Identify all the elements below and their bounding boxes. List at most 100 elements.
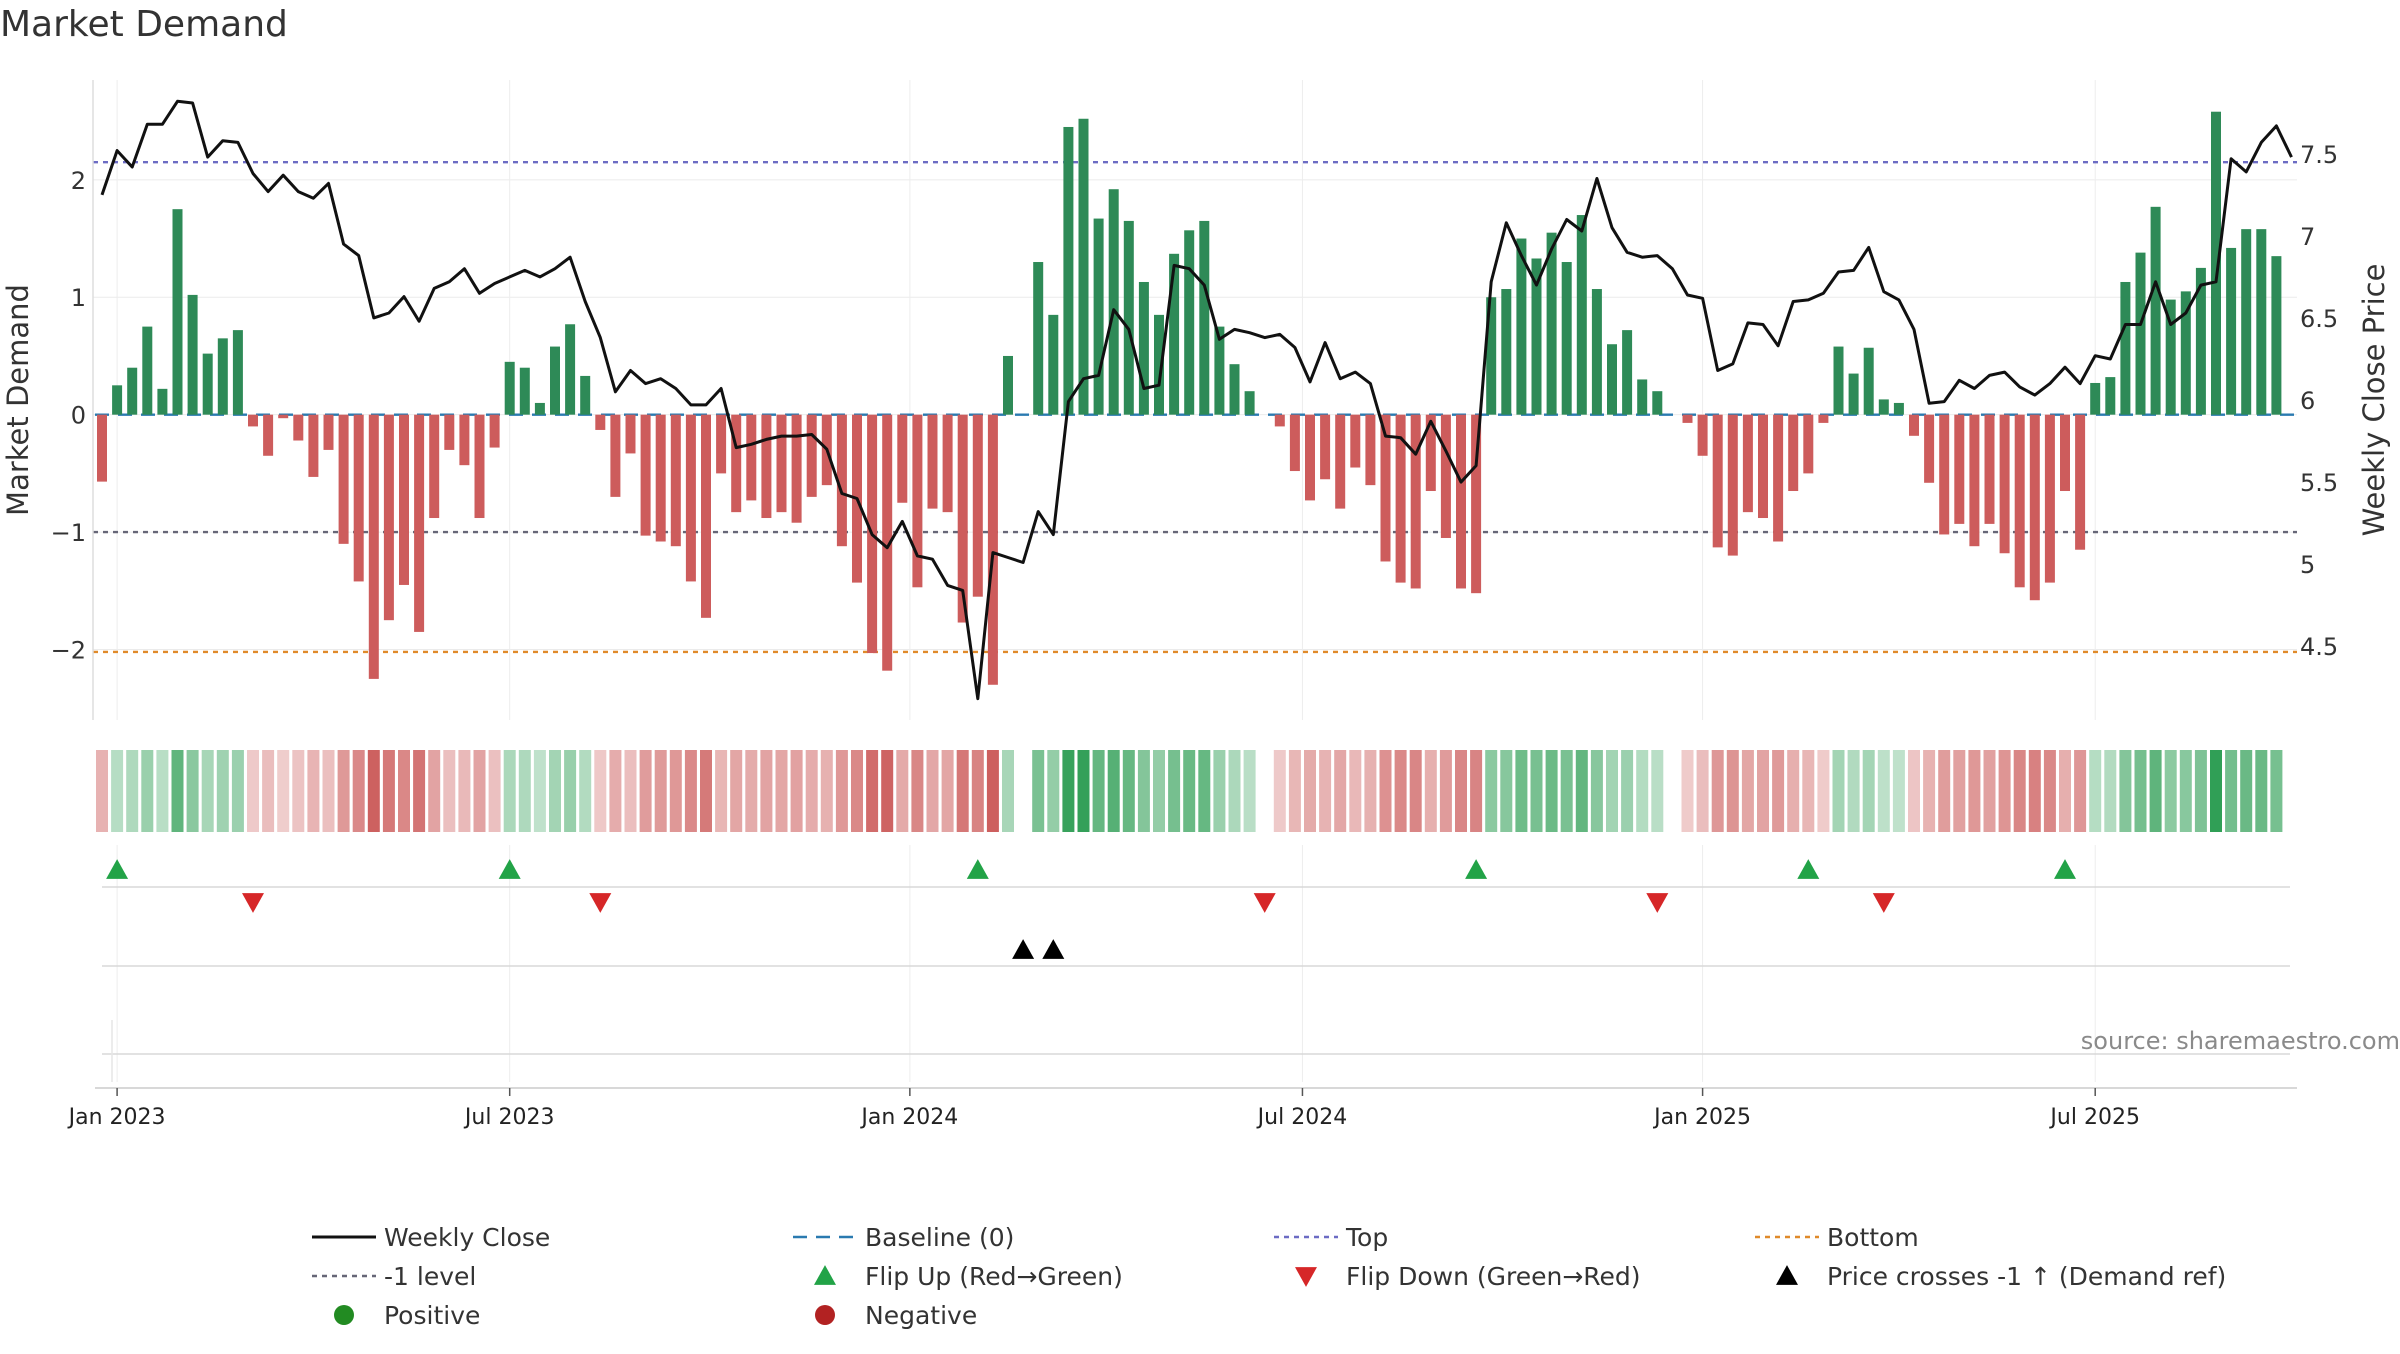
demand-bar	[1561, 262, 1572, 415]
flip-down-marker	[242, 893, 264, 913]
demand-bar	[1501, 289, 1512, 415]
right-tick-label: 6	[2300, 387, 2315, 415]
heat-cell	[1213, 750, 1226, 832]
demand-bar	[927, 414, 938, 509]
heat-cell	[775, 750, 788, 832]
flip-down-marker	[1646, 893, 1669, 913]
demand-bar	[1229, 364, 1240, 415]
heat-cell	[790, 750, 803, 832]
demand-bar	[263, 414, 274, 456]
demand-bar	[2256, 229, 2267, 415]
demand-bar	[2226, 247, 2237, 415]
legend-label: Top	[1345, 1223, 1388, 1252]
heat-cell	[1394, 750, 1407, 832]
left-tick-label: −2	[51, 637, 86, 665]
demand-bar	[1969, 414, 1980, 547]
heat-cell	[1636, 750, 1649, 832]
flip-up-marker	[1797, 859, 1820, 879]
x-tick-label: Jan 2024	[859, 1105, 958, 1130]
heat-cell	[352, 750, 365, 832]
demand-bar	[640, 414, 651, 536]
demand-bar	[655, 414, 666, 542]
demand-bar	[776, 414, 787, 513]
heat-cell	[398, 750, 410, 832]
heat-cell	[1892, 750, 1905, 832]
heat-cell	[518, 750, 531, 832]
heat-cell	[156, 750, 169, 832]
heat-cell	[1077, 750, 1090, 832]
demand-bar	[2135, 252, 2146, 415]
demand-bar	[1244, 391, 1255, 415]
heat-cell	[2119, 750, 2132, 832]
demand-bar	[1984, 414, 1995, 524]
heat-cell	[684, 750, 697, 832]
demand-bar	[1516, 238, 1527, 415]
flip-down-marker	[589, 893, 612, 913]
demand-bar	[1546, 232, 1557, 415]
heat-cell	[1696, 750, 1709, 832]
demand-bar	[368, 414, 379, 679]
heat-cell	[1545, 750, 1558, 832]
demand-bar	[701, 414, 711, 618]
reference-lines	[93, 161, 2297, 654]
demand-bar	[1048, 314, 1059, 415]
heat-cell	[2074, 750, 2087, 832]
heat-cell	[1606, 750, 1618, 832]
demand-bar	[1788, 414, 1799, 492]
demand-bar	[685, 414, 696, 582]
price-cross-marker	[1042, 939, 1065, 959]
demand-bar	[429, 414, 440, 519]
demand-bar	[308, 414, 319, 477]
demand-bar	[1893, 402, 1904, 415]
demand-bar	[1818, 414, 1829, 423]
heat-cell	[1349, 750, 1362, 832]
demand-bar	[187, 294, 198, 415]
demand-bar	[1320, 414, 1331, 480]
heat-cell	[1711, 750, 1724, 832]
heat-cell	[1651, 750, 1664, 832]
legend-swatch-negative	[815, 1305, 835, 1325]
heat-cell	[2255, 750, 2268, 832]
heat-cell	[1288, 750, 1301, 832]
demand-bar	[519, 367, 530, 415]
heat-cell	[1319, 750, 1332, 832]
heat-cell	[594, 750, 607, 832]
heat-cell	[1485, 750, 1498, 832]
demand-bar	[595, 414, 606, 430]
heat-cell	[1726, 750, 1739, 832]
heat-cell	[1968, 750, 1981, 832]
demand-bar	[1123, 220, 1134, 415]
demand-bar	[1033, 262, 1044, 415]
demand-bar	[1591, 289, 1602, 415]
heat-cell	[941, 750, 954, 832]
demand-bar	[232, 330, 243, 415]
heat-cell	[292, 750, 305, 832]
heat-cell	[986, 750, 999, 832]
demand-bar	[1425, 414, 1436, 492]
demand-bar	[2075, 414, 2086, 550]
right-tick-label: 4.5	[2300, 633, 2338, 661]
demand-bar	[972, 414, 983, 597]
heat-cell	[1304, 750, 1316, 832]
demand-bar	[1637, 379, 1648, 415]
heat-cell	[1621, 750, 1634, 832]
heat-cell	[2240, 750, 2253, 832]
heat-cell	[1575, 750, 1588, 832]
demand-bar	[1863, 347, 1874, 415]
heat-cell	[911, 750, 924, 832]
heat-cell	[1787, 750, 1800, 832]
heat-cell	[1998, 750, 2011, 832]
axes: 2 1 0 −1 −2 7.5 7 6.5 6 5.5 5 4.5 Market Demand Weekl…	[1, 80, 2391, 720]
heat-cell	[549, 750, 561, 832]
demand-bar	[2044, 414, 2055, 583]
price-line	[100, 99, 2293, 701]
heat-cell	[1983, 750, 1996, 832]
demand-bar	[278, 414, 289, 419]
heat-cell	[1530, 750, 1543, 832]
demand-bar	[1652, 391, 1663, 415]
heat-cell	[1908, 750, 1920, 832]
heat-cell	[2210, 750, 2222, 832]
legend-swatch-price-cross	[1776, 1265, 1798, 1285]
signal-markers: source: sharemaestro.com	[95, 859, 2400, 1287]
heat-cell	[609, 750, 622, 832]
